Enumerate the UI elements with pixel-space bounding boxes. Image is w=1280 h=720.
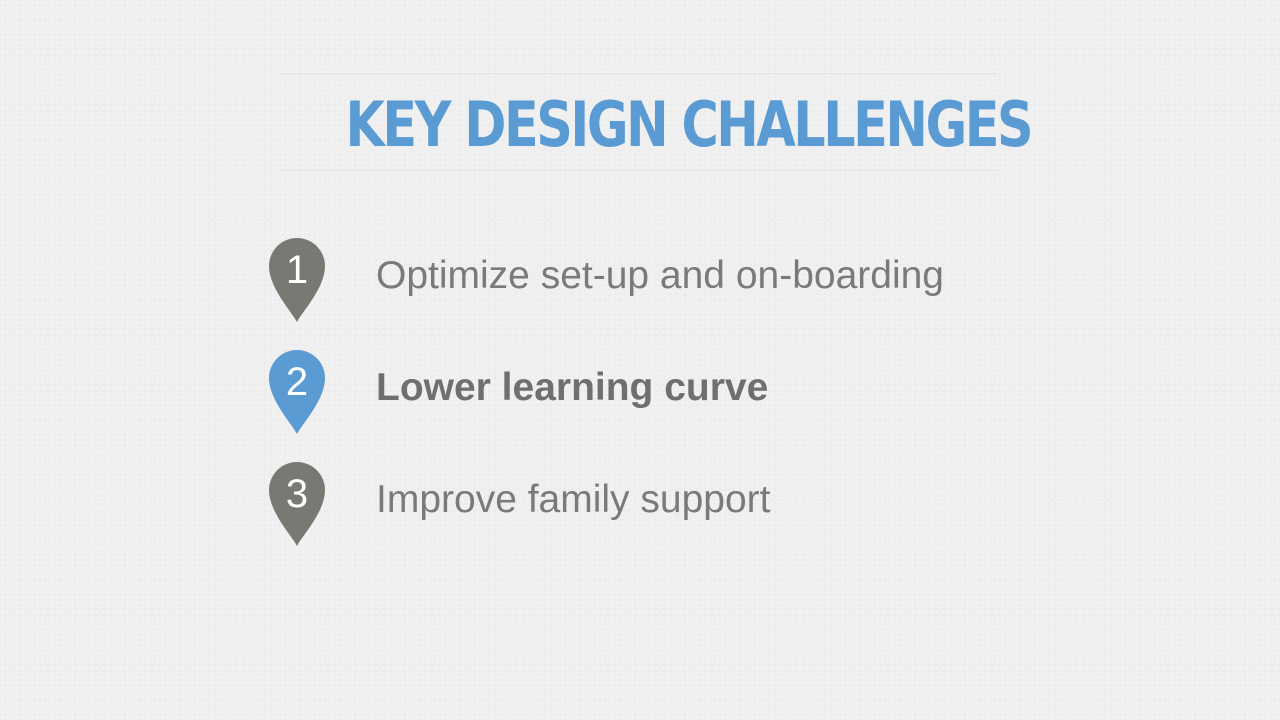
challenge-label: Lower learning curve — [376, 366, 769, 409]
title-bottom-rule — [281, 170, 997, 171]
title-top-rule — [281, 73, 997, 74]
map-pin-icon: 1 — [266, 235, 328, 325]
map-pin-icon: 3 — [266, 459, 328, 549]
slide-title: Key Design Challenges — [345, 88, 1033, 161]
challenge-label: Optimize set-up and on-boarding — [376, 254, 944, 297]
pin-number: 3 — [285, 472, 309, 516]
challenge-label: Improve family support — [376, 478, 771, 521]
challenge-item-3: 3 Improve family support — [266, 459, 1026, 549]
pin-number: 2 — [285, 360, 309, 404]
challenge-item-1: 1 Optimize set-up and on-boarding — [266, 235, 1026, 325]
map-pin-icon: 2 — [266, 347, 328, 437]
challenge-item-2: 2 Lower learning curve — [266, 347, 1026, 437]
pin-number: 1 — [285, 248, 309, 292]
